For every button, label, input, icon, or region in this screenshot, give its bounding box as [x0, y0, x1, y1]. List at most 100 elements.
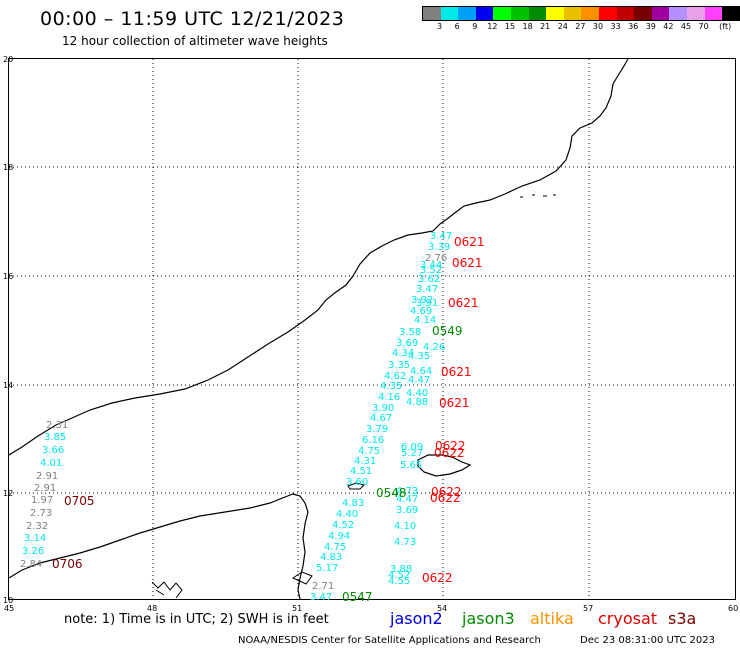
lon-label: 45 — [4, 604, 14, 613]
swh-value: 4.88 — [406, 397, 428, 408]
pass-time: 0547 — [342, 590, 373, 604]
swh-value: 4.01 — [40, 458, 62, 469]
swh-value: 4.14 — [414, 315, 436, 326]
swh-value: 3.44 — [420, 260, 442, 271]
scale-swatch — [458, 7, 476, 20]
pass-time: 0621 — [452, 256, 483, 270]
swh-value: 3.91 — [416, 298, 438, 309]
pass-time: 0705 — [64, 494, 95, 508]
swh-value: 3.39 — [428, 242, 450, 253]
scale-label: 45 — [680, 22, 692, 31]
pass-time: 0622 — [431, 485, 462, 499]
lat-label: 18 — [3, 163, 13, 172]
lat-label: 12 — [3, 489, 13, 498]
footer-note: note: 1) Time is in UTC; 2) SWH is in fe… — [64, 612, 329, 627]
scale-swatch — [704, 7, 723, 20]
scale-label: 70 — [698, 22, 709, 31]
swh-value: 3.90 — [372, 403, 394, 414]
pass-time: 0621 — [448, 296, 479, 310]
swh-value: 2.31 — [46, 420, 68, 431]
swh-value: 2.32 — [26, 521, 48, 532]
swh-value: 4.64 — [410, 366, 432, 377]
mission-s3a: s3a — [668, 609, 697, 628]
swh-value: 5.65 — [400, 460, 422, 471]
swh-value: 3.47 — [416, 284, 438, 295]
swh-value: 4.75 — [324, 542, 346, 553]
color-scale-bar — [422, 6, 740, 21]
map-frame — [8, 58, 736, 600]
swh-value: 3.62 — [418, 274, 440, 285]
swh-value: 4.34 — [392, 348, 414, 359]
swh-value: 5.27 — [401, 448, 423, 459]
scale-swatch — [651, 7, 670, 20]
swh-value: 4.31 — [354, 456, 376, 467]
swh-value: 4.10 — [394, 521, 416, 532]
swh-value: 4.69 — [410, 306, 432, 317]
credit-line: NOAA/NESDIS Center for Satellite Applica… — [238, 635, 541, 646]
swh-value: 3.88 — [390, 564, 412, 575]
mission-jason3: jason3 — [462, 609, 515, 628]
swh-value: 3.47 — [310, 592, 332, 603]
swh-value: 3.26 — [22, 546, 44, 557]
swh-value: 2.73 — [30, 508, 52, 519]
scale-swatch — [475, 7, 494, 20]
socotra-island — [417, 454, 472, 477]
swh-value: 4.47 — [396, 494, 418, 505]
swh-value: 3.52 — [420, 265, 442, 276]
scale-label: 15 — [504, 22, 516, 31]
swh-value: 3.69 — [396, 505, 418, 516]
swh-value: 3.60 — [346, 477, 368, 488]
scale-label: 12 — [487, 22, 498, 31]
swh-value: 4.51 — [350, 466, 372, 477]
swh-value: 4.47 — [408, 375, 430, 386]
wave-height-labels: 2.313.853.664.012.912.911.972.732.323.14… — [20, 231, 452, 603]
scale-swatch — [616, 7, 635, 20]
scale-label: 36 — [628, 22, 639, 31]
swh-value: 3.79 — [366, 424, 388, 435]
pass-time: 0549 — [432, 324, 463, 338]
swh-value: 4.83 — [320, 552, 342, 563]
scale-swatch — [510, 7, 529, 20]
scale-swatch — [722, 7, 740, 20]
swh-value: 3.66 — [42, 445, 64, 456]
scale-label: 3 — [437, 22, 443, 31]
arabian-coastline — [8, 58, 629, 456]
pass-time: 0621 — [439, 396, 470, 410]
scale-label: 24 — [557, 22, 568, 31]
swh-value: 4.55 — [388, 576, 410, 587]
lon-label: 48 — [147, 604, 157, 613]
scale-label: 9 — [472, 22, 478, 31]
lon-label: 51 — [292, 604, 302, 613]
scale-swatch — [440, 7, 459, 20]
swh-value: 4.73 — [396, 486, 418, 497]
pass-time: 0622 — [435, 439, 466, 453]
map-subtitle: 12 hour collection of altimeter wave hei… — [62, 34, 328, 48]
somalia-coastline — [8, 493, 309, 600]
scale-swatch — [581, 7, 599, 20]
swh-value: 4.52 — [388, 570, 410, 581]
swh-value: 6.16 — [362, 435, 384, 446]
latitude-labels: 20 18 16 14 12 10 — [3, 55, 13, 605]
swh-value: 3.35 — [388, 360, 410, 371]
pass-time: 0706 — [52, 557, 83, 571]
small-islands — [520, 194, 556, 198]
scale-label: 21 — [540, 22, 551, 31]
swh-value: 4.16 — [378, 392, 400, 403]
swh-value: 4.73 — [394, 537, 416, 548]
swh-value: 4.67 — [370, 413, 392, 424]
scale-swatch — [493, 7, 511, 20]
swh-value: 4.94 — [328, 531, 350, 542]
somalia-coast-detail — [151, 581, 183, 599]
longitude-labels: 45 48 51 54 57 60 — [4, 604, 738, 613]
pass-time: 0622 — [430, 491, 461, 505]
scale-swatch — [634, 7, 652, 20]
swh-value: 3.92 — [411, 295, 433, 306]
lon-label: 60 — [728, 604, 738, 613]
scale-swatch — [528, 7, 547, 20]
lat-label: 14 — [3, 381, 13, 390]
swh-value: 4.40 — [336, 509, 358, 520]
scale-label: 30 — [592, 22, 604, 31]
swh-value: 4.75 — [358, 446, 380, 457]
lat-label: 10 — [3, 596, 13, 605]
scale-swatch — [546, 7, 564, 20]
